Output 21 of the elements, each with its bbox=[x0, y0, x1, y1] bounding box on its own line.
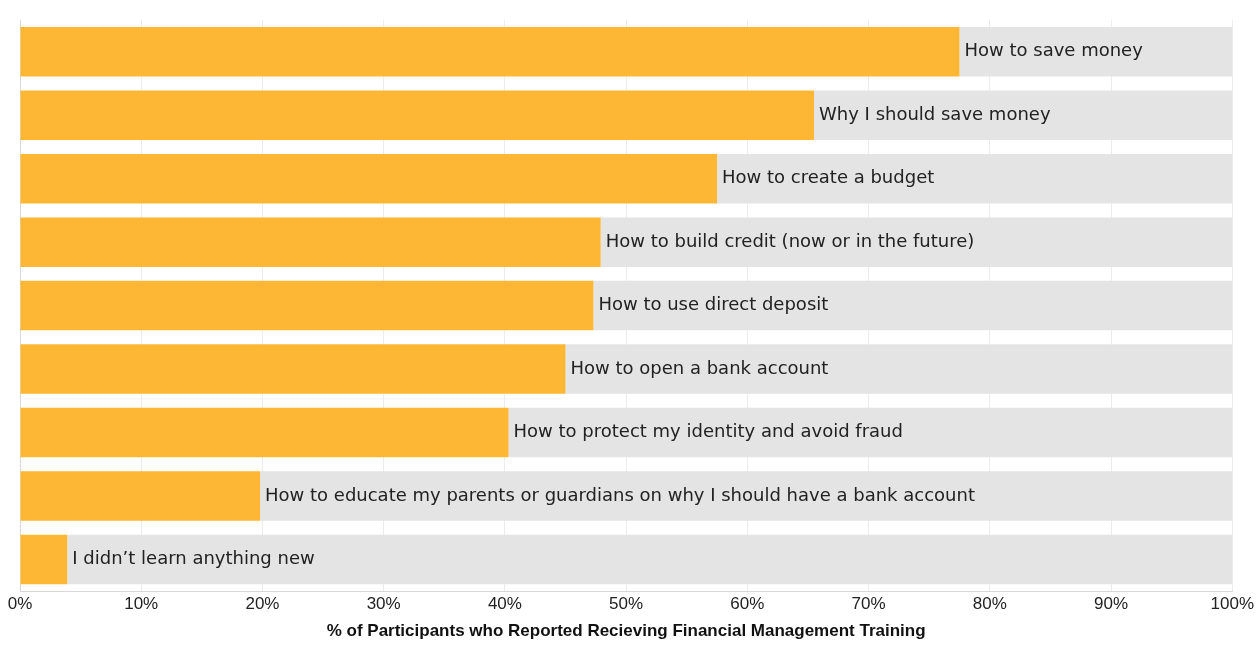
x-tick-label: 80% bbox=[972, 594, 1007, 614]
y-tick-label: How to educate my parents or guardians on why I should have a bank account bbox=[265, 483, 975, 505]
y-tick-label: How to protect my identity and avoid fraud bbox=[513, 420, 903, 442]
x-axis-title: % of Participants who Reported Recieving Financial Management Training bbox=[326, 621, 926, 641]
x-tick-label: 100% bbox=[1210, 594, 1254, 614]
y-tick-label: Why I should save money bbox=[819, 102, 1051, 124]
y-tick-label: I didn’t learn anything new bbox=[72, 547, 315, 569]
x-tick-label: 90% bbox=[1094, 594, 1129, 614]
x-tick-label: 10% bbox=[124, 594, 159, 614]
x-tick-label: 60% bbox=[730, 594, 765, 614]
x-tick-label: 30% bbox=[366, 594, 401, 614]
y-tick-label: How to build credit (now or in the future) bbox=[605, 229, 975, 251]
x-tick-label: 0% bbox=[7, 594, 33, 614]
y-tick-label: How to open a bank account bbox=[570, 356, 829, 378]
x-tick-label: 20% bbox=[245, 594, 280, 614]
y-tick-label: How to create a budget bbox=[722, 166, 935, 188]
y-tick-label: How to save money bbox=[964, 39, 1144, 61]
x-tick-label: 50% bbox=[609, 594, 644, 614]
x-tick-label: 70% bbox=[851, 594, 886, 614]
y-tick-label: How to use direct deposit bbox=[598, 293, 829, 315]
x-tick-label: 40% bbox=[487, 594, 522, 614]
